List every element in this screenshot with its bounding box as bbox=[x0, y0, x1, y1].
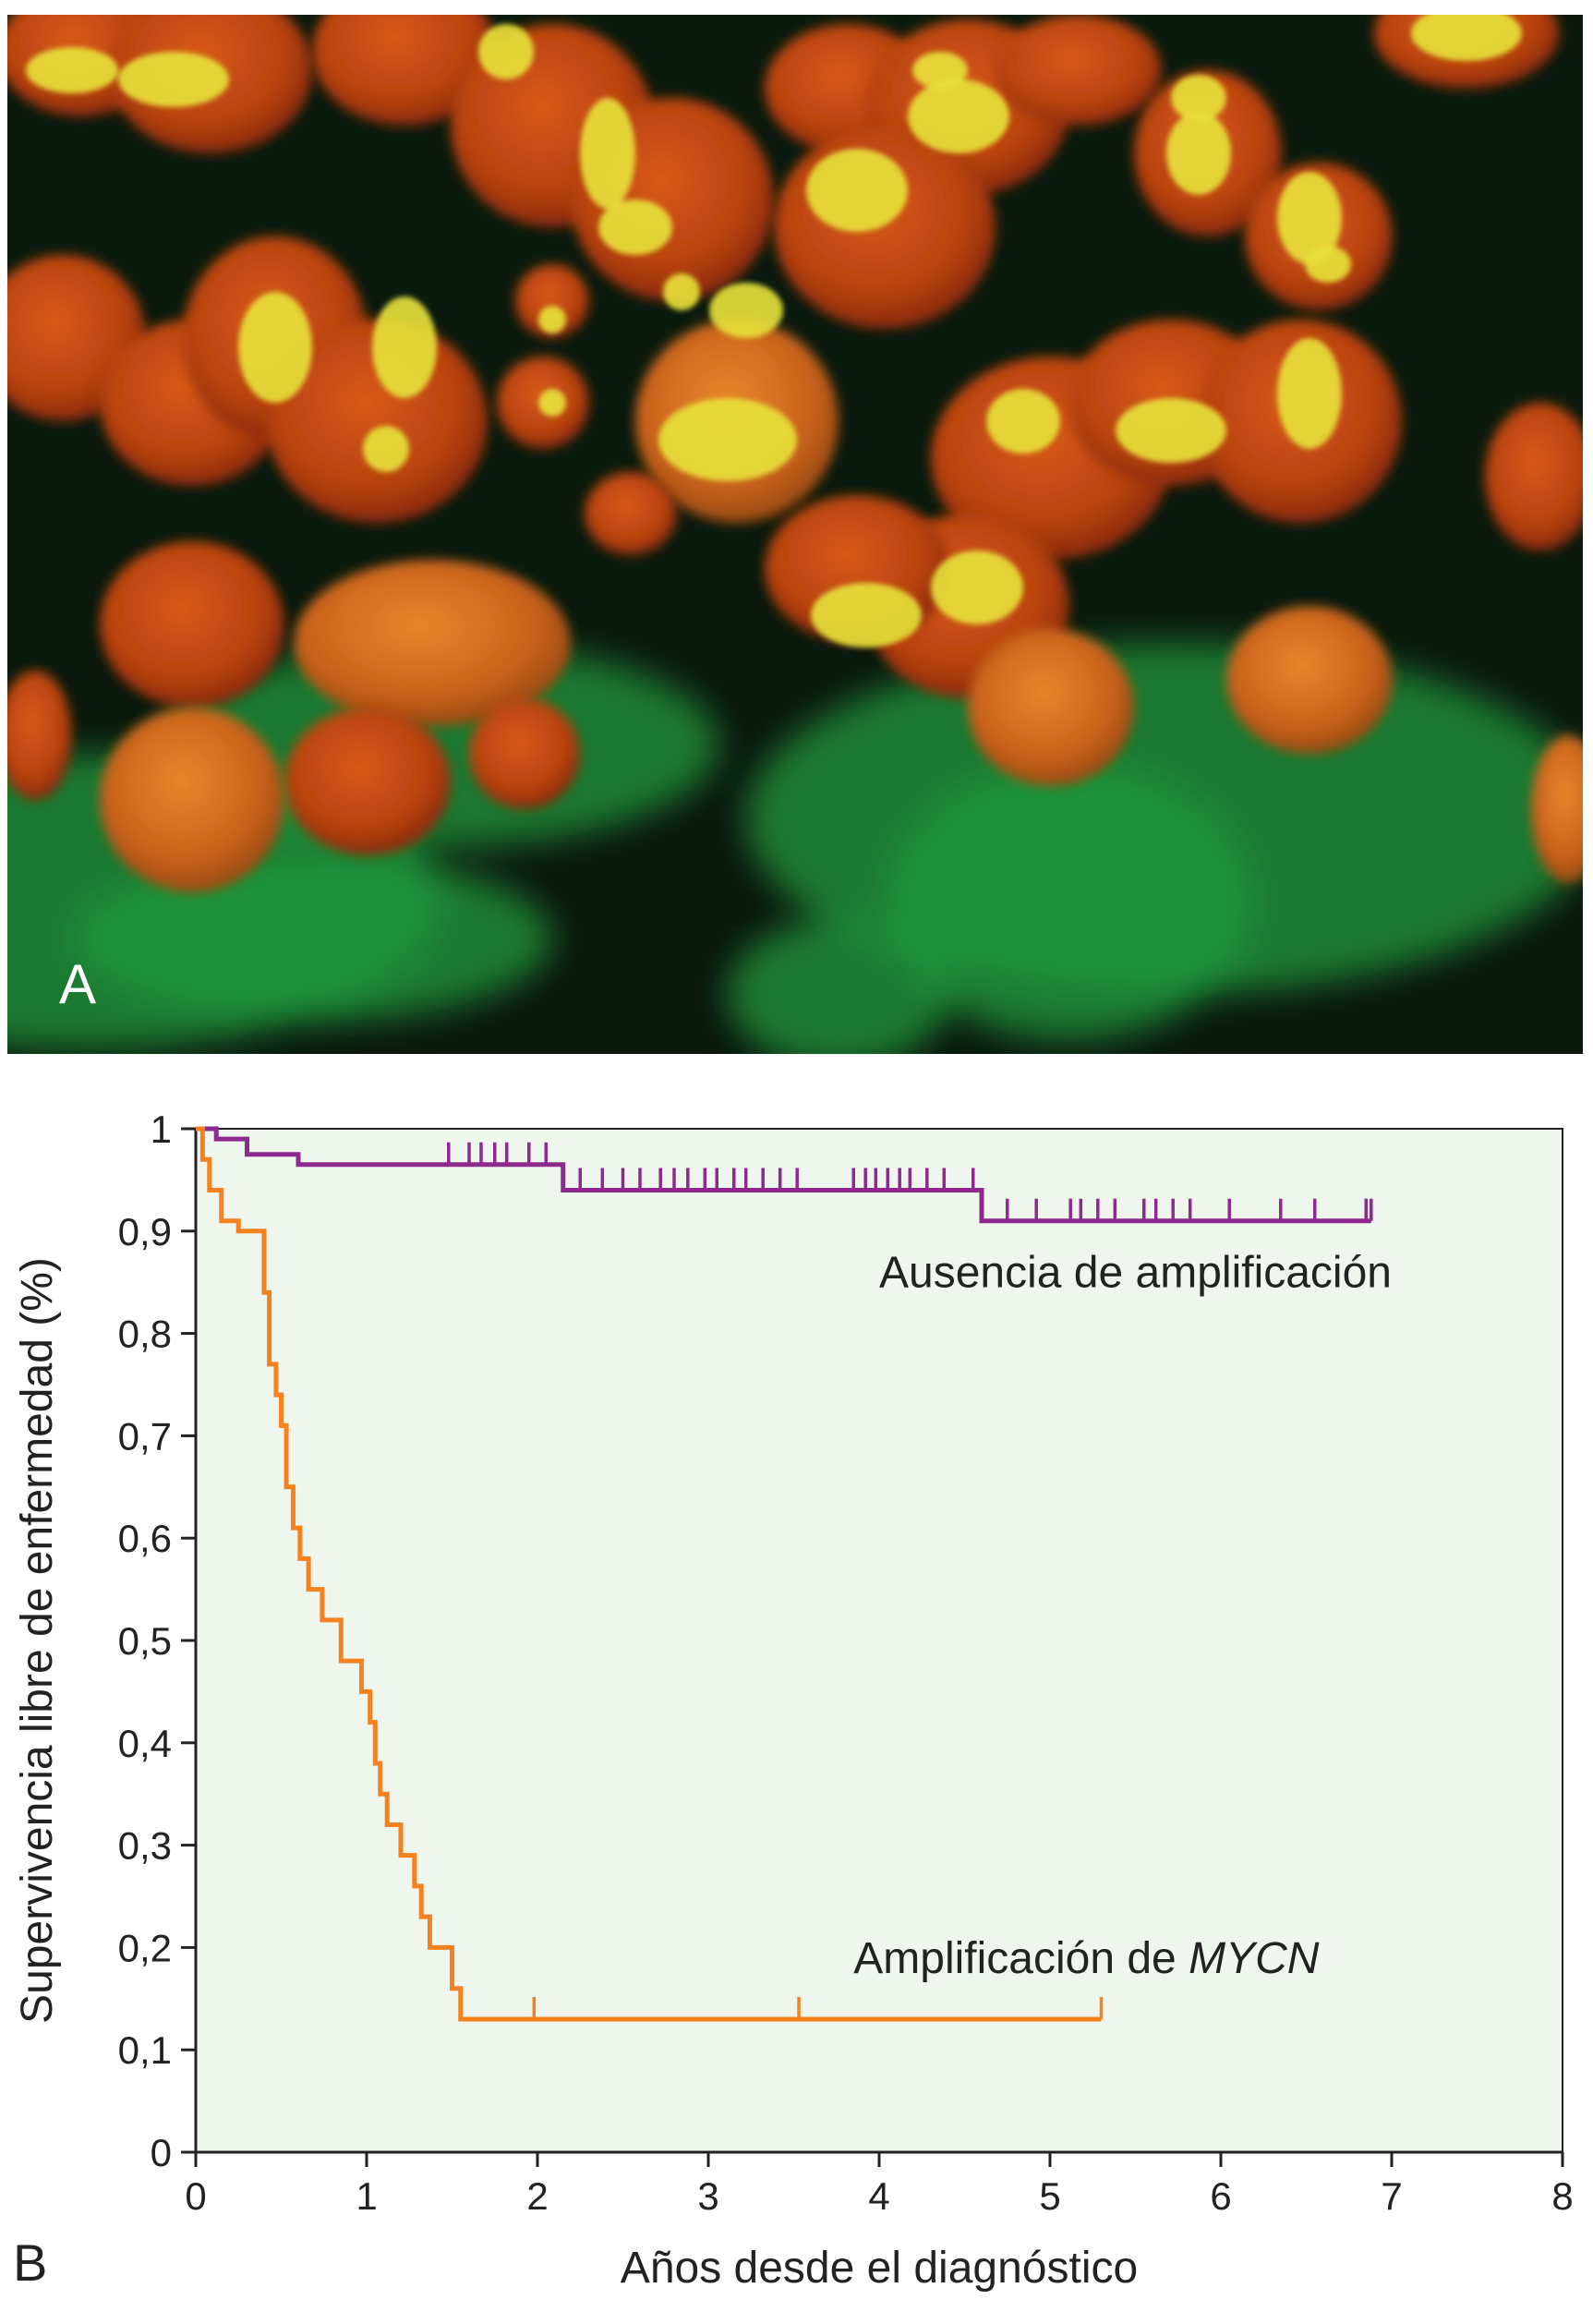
amplification-signal bbox=[118, 52, 229, 107]
series-label-mycn-amplification: Amplificación de MYCN bbox=[853, 1934, 1320, 1983]
series-layer bbox=[196, 1126, 1373, 2022]
series-label-no-amplification: Ausencia de amplificación bbox=[879, 1249, 1392, 1298]
cell-nucleus bbox=[585, 472, 677, 555]
cell-nucleus bbox=[996, 15, 1162, 126]
y-tick-label: 0,1 bbox=[118, 2028, 172, 2072]
x-tick-label: 7 bbox=[1381, 2174, 1402, 2218]
y-tick-label: 0 bbox=[151, 2131, 172, 2174]
amplification-signal bbox=[1171, 75, 1226, 121]
amplification-signal bbox=[811, 583, 922, 648]
amplification-signal bbox=[986, 389, 1060, 454]
cell-nucleus bbox=[1485, 403, 1583, 551]
cell-nucleus bbox=[312, 15, 497, 126]
y-tick-label: 0,7 bbox=[118, 1414, 172, 1458]
panel-a-label: A bbox=[59, 953, 96, 1015]
survival-curve-mycn-amplification bbox=[196, 1126, 1102, 2022]
amplification-signal bbox=[363, 426, 409, 472]
amplification-signal bbox=[478, 24, 534, 79]
cell-nucleus bbox=[968, 629, 1134, 786]
amplification-signal bbox=[580, 98, 635, 209]
amplification-signal bbox=[1411, 15, 1522, 61]
cell-nucleus bbox=[100, 708, 284, 892]
amplification-signal bbox=[538, 306, 566, 333]
cell-nucleus bbox=[1226, 606, 1393, 754]
fish-micrograph-image: A bbox=[7, 15, 1583, 1054]
cell-nucleus bbox=[100, 541, 284, 708]
survival-curve-no-amplification bbox=[196, 1126, 1371, 1224]
panel-b-label: B bbox=[13, 2233, 47, 2292]
survival-chart-panel: 0 1 2 3 4 5 6 7 8 0 0,1 0,2 0,3 0,4 0,5 0,6 0,7 0,8 0,9 1 S… bbox=[0, 1054, 1593, 2324]
y-tick-label: 0,3 bbox=[118, 1824, 172, 1868]
amplification-signal bbox=[1277, 338, 1342, 449]
cell-nucleus bbox=[515, 264, 589, 338]
x-tick-label: 3 bbox=[697, 2174, 718, 2218]
amplification-signal bbox=[806, 149, 908, 232]
amplification-signal bbox=[372, 297, 437, 398]
y-axis-label: Supervivencia libre de enfermedad (%) bbox=[13, 1257, 62, 2024]
cytoplasm-region bbox=[72, 855, 552, 1022]
y-tick-label: 0,8 bbox=[118, 1313, 172, 1356]
amplification-signal bbox=[538, 389, 566, 417]
y-tick-label: 0,2 bbox=[118, 1926, 172, 1969]
x-axis-label: Años desde el diagnóstico bbox=[621, 2244, 1138, 2293]
amplification-signal bbox=[1305, 246, 1351, 283]
series-label-text: Amplificación de bbox=[853, 1934, 1189, 1983]
y-tick-label: 0,9 bbox=[118, 1210, 172, 1253]
cytoplasm-region bbox=[885, 763, 1254, 1040]
x-tick-label: 4 bbox=[868, 2174, 889, 2218]
plot-area bbox=[195, 1128, 1563, 2153]
series-label-text: Ausencia de amplificación bbox=[879, 1249, 1392, 1298]
amplification-signal bbox=[658, 398, 797, 481]
amplification-signal bbox=[26, 47, 118, 93]
amplification-signal bbox=[238, 292, 312, 403]
cell-nucleus bbox=[284, 708, 451, 855]
cell-nucleus bbox=[294, 560, 571, 726]
y-tick-label: 1 bbox=[151, 1108, 172, 1151]
x-tick-label: 2 bbox=[526, 2174, 548, 2218]
cytoplasm-region bbox=[728, 920, 949, 1054]
x-tick-label: 5 bbox=[1039, 2174, 1060, 2218]
axes: 0 1 2 3 4 5 6 7 8 0 0,1 0,2 0,3 0,4 0,5 0,6 0,7 0,8 0,9 1 bbox=[118, 1108, 1574, 2218]
y-tick-label: 0,6 bbox=[118, 1517, 172, 1560]
cell-nucleus bbox=[1531, 735, 1583, 883]
amplification-signal bbox=[908, 79, 1009, 153]
amplification-signal bbox=[1116, 398, 1226, 463]
amplification-signals-layer bbox=[26, 15, 1522, 648]
micrograph-panel: A bbox=[7, 15, 1583, 1054]
x-tick-label: 8 bbox=[1551, 2174, 1573, 2218]
cytoplasm-layer bbox=[7, 643, 1583, 1054]
amplification-signal bbox=[1166, 112, 1231, 195]
x-tick-label: 6 bbox=[1210, 2174, 1231, 2218]
cell-nucleus bbox=[7, 671, 72, 800]
amplification-signal bbox=[912, 52, 968, 89]
amplification-signal bbox=[598, 200, 672, 255]
y-tick-label: 0,5 bbox=[118, 1619, 172, 1663]
amplification-signal bbox=[931, 551, 1023, 624]
amplification-signal bbox=[663, 273, 700, 310]
survival-chart: 0 1 2 3 4 5 6 7 8 0 0,1 0,2 0,3 0,4 0,5 0,6 0,7 0,8 0,9 1 S… bbox=[13, 1108, 1574, 2293]
y-tick-label: 0,4 bbox=[118, 1722, 172, 1765]
cell-nucleus bbox=[469, 698, 580, 809]
amplification-signal bbox=[1277, 172, 1342, 264]
x-tick-label: 0 bbox=[185, 2174, 206, 2218]
x-tick-label: 1 bbox=[356, 2174, 377, 2218]
series-label-gene: MYCN bbox=[1189, 1934, 1320, 1983]
amplification-signal bbox=[709, 283, 783, 338]
